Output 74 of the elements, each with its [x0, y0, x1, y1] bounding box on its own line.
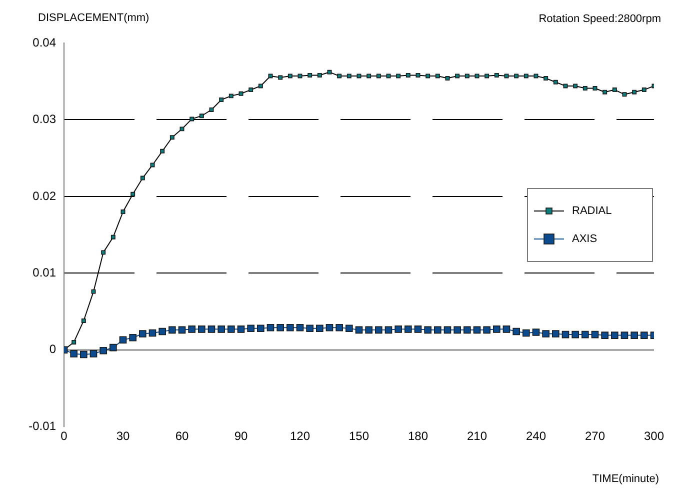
- x-tick-label: 300: [644, 429, 664, 444]
- point: [209, 108, 214, 112]
- point: [337, 74, 342, 78]
- point: [553, 80, 558, 84]
- x-tick-label: 60: [175, 429, 189, 444]
- x-tick-label: 30: [116, 429, 130, 444]
- point: [524, 74, 528, 78]
- point: [366, 74, 372, 78]
- point: [632, 90, 637, 94]
- x-tick-label: 120: [290, 429, 310, 444]
- point: [426, 74, 430, 78]
- point: [544, 76, 548, 81]
- point: [464, 74, 470, 78]
- y-tick-label: 0: [49, 342, 56, 356]
- x-tick-label: 240: [526, 429, 546, 444]
- legend-label: AXIS: [572, 233, 598, 245]
- point: [308, 72, 312, 78]
- point: [288, 74, 292, 78]
- x-tick-label: 90: [234, 429, 248, 444]
- point: [130, 192, 136, 196]
- point: [248, 88, 254, 92]
- point: [110, 234, 116, 240]
- point: [160, 148, 165, 154]
- point: [81, 318, 86, 323]
- x-tick-label: 0: [60, 429, 68, 444]
- point: [455, 74, 460, 78]
- text: Rotation Speed:2800rpm: [538, 13, 661, 25]
- point: [140, 176, 145, 180]
- point: [612, 88, 617, 92]
- point: [563, 84, 568, 88]
- point: [376, 74, 381, 78]
- point: [199, 114, 204, 118]
- point: [101, 250, 106, 255]
- point: [494, 72, 499, 78]
- point: [346, 74, 352, 78]
- y-tick-label: 0.04: [32, 35, 56, 50]
- point: [228, 94, 234, 98]
- point: [327, 70, 332, 74]
- x-axis-title: TIME(minute): [592, 473, 659, 485]
- point: [435, 74, 440, 78]
- point: [573, 84, 578, 88]
- legend-label: RADIAL: [572, 205, 612, 217]
- x-tick-label: 180: [408, 429, 428, 444]
- point: [238, 91, 244, 96]
- x-tick-label: 210: [466, 429, 488, 444]
- point: [258, 84, 263, 88]
- point: [120, 210, 126, 214]
- point: [91, 289, 96, 294]
- y-tick-label: -0.01: [28, 418, 56, 433]
- x-tick-label: 150: [348, 429, 370, 444]
- y-tick-label: 0.02: [32, 188, 56, 203]
- point: [602, 90, 608, 94]
- point: [642, 88, 646, 92]
- point: [170, 135, 174, 140]
- point: [317, 72, 322, 78]
- point: [445, 76, 450, 81]
- x-tick-label: 270: [584, 429, 606, 444]
- point: [622, 92, 627, 97]
- point: [219, 98, 224, 102]
- point: [416, 72, 420, 78]
- point: [180, 126, 184, 132]
- y-tick-label: 0.01: [32, 265, 56, 280]
- point: [278, 75, 283, 80]
- point: [150, 162, 155, 168]
- point: [582, 86, 588, 91]
- point: [484, 74, 490, 78]
- point: [406, 72, 410, 78]
- y-axis-title: DISPLACEMENT(mm): [38, 12, 150, 24]
- point: [592, 86, 598, 91]
- point: [514, 74, 519, 78]
- y-tick-label: 0.03: [32, 112, 56, 126]
- point: [396, 74, 401, 78]
- point: [190, 116, 194, 122]
- point: [72, 340, 76, 344]
